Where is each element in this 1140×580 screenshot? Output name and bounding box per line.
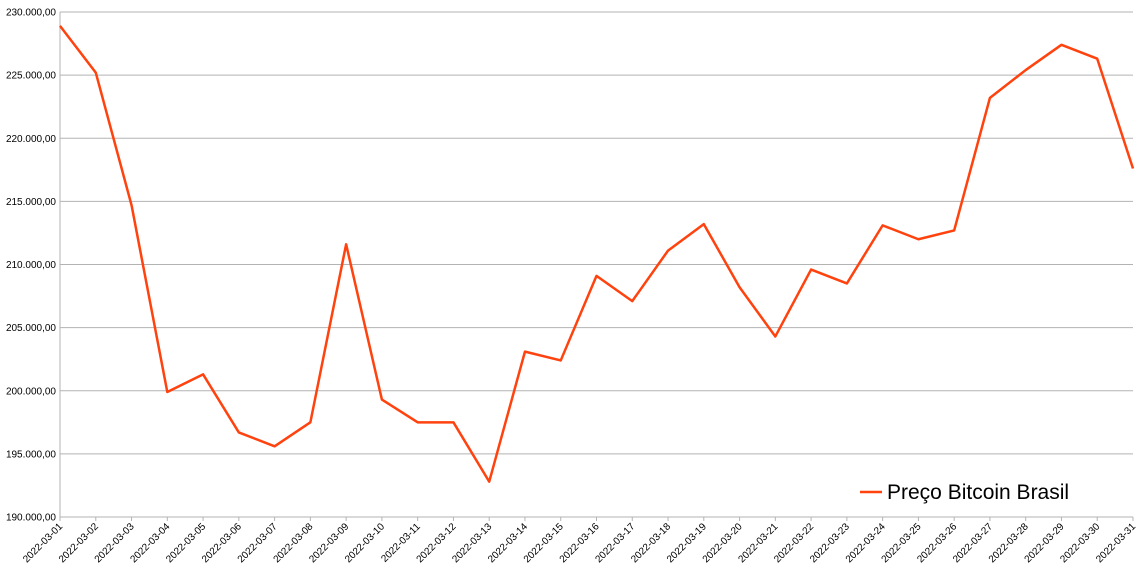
y-tick-label: 205.000,00: [6, 323, 56, 334]
y-tick-label: 230.000,00: [6, 8, 56, 19]
data-line: [59, 25, 1135, 483]
y-tick-label: 210.000,00: [6, 260, 56, 271]
y-tick-label: 195.000,00: [6, 449, 56, 460]
y-tick-label: 215.000,00: [6, 197, 56, 208]
y-tick-label: 190.000,00: [6, 513, 56, 524]
y-tick-label: 225.000,00: [6, 71, 56, 82]
legend-label: Preço Bitcoin Brasil: [887, 481, 1069, 504]
y-tick-label: 200.000,00: [6, 386, 56, 397]
y-tick-label: 220.000,00: [6, 134, 56, 145]
